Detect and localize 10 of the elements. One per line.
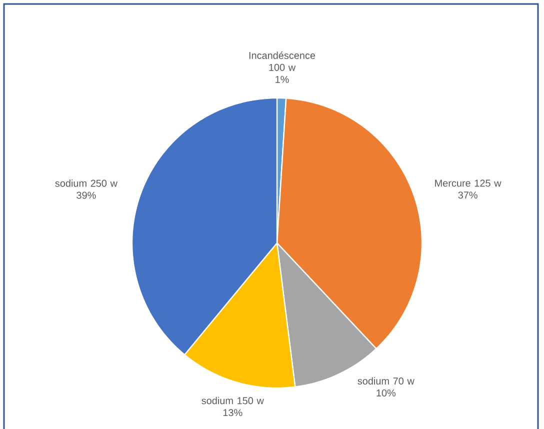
slice-label: sodium 70 w [358, 377, 414, 385]
slice-label: sodium 250 w [55, 180, 118, 187]
data-label: 10% [376, 389, 396, 396]
slice-label: Mercure 125 w [435, 180, 502, 187]
slice-label: Incandéscence 100 w [249, 52, 316, 71]
data-label: 37% [458, 192, 478, 199]
slice-label: sodium 150 w [202, 396, 264, 404]
data-label: 1% [276, 76, 289, 83]
data-label: 39% [76, 192, 96, 199]
data-label: 13% [223, 409, 242, 416]
